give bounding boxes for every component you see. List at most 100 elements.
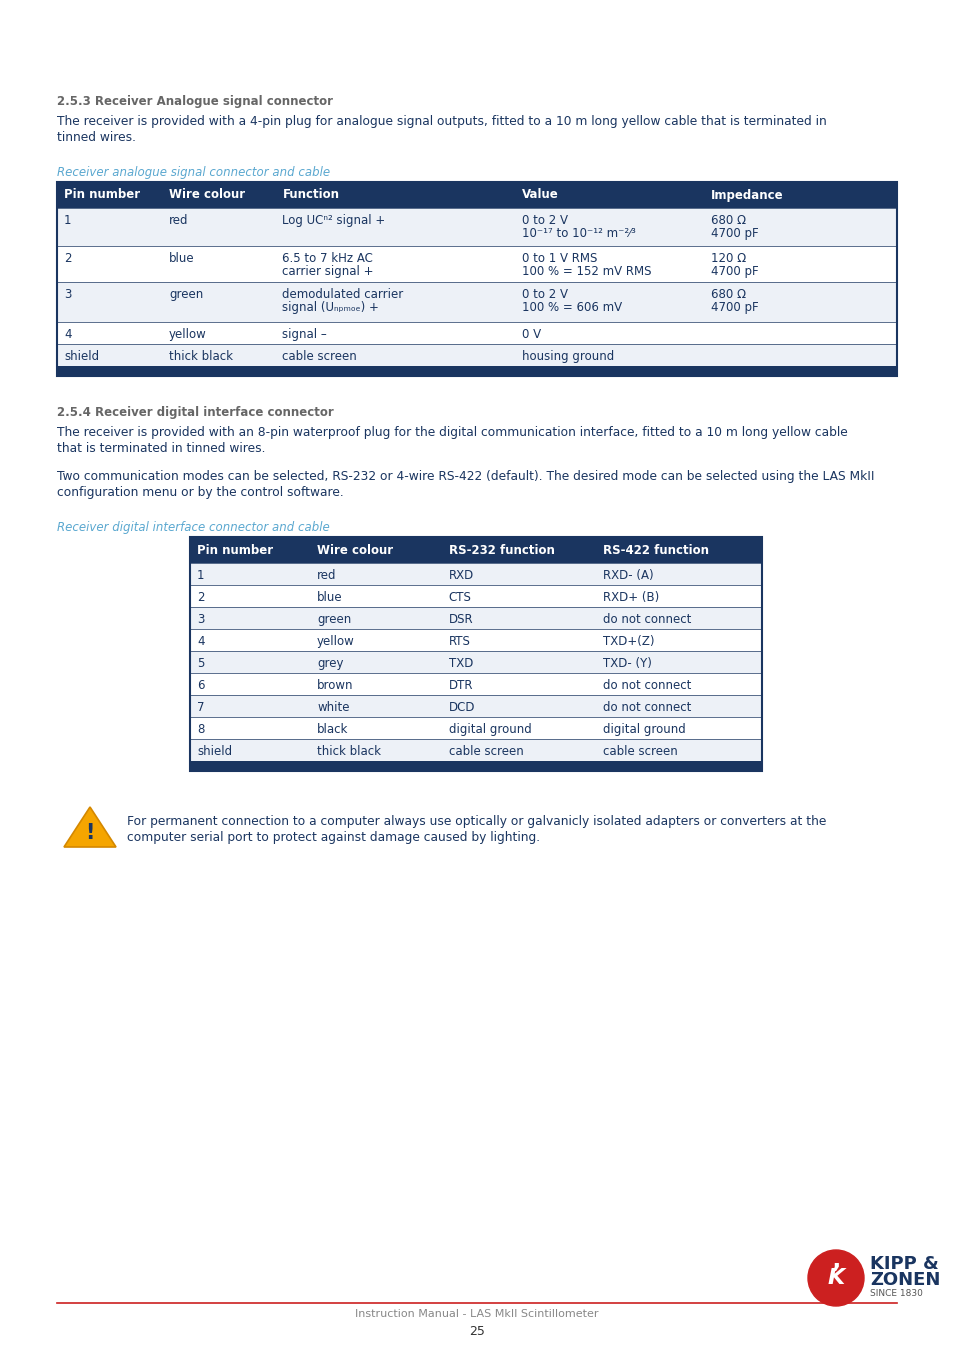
Bar [190,695,761,717]
Bar [190,608,761,629]
Bar [57,344,896,366]
Text: signal –: signal – [282,328,327,342]
Text: 0 to 1 V RMS: 0 to 1 V RMS [521,252,597,265]
Text: cable screen: cable screen [602,745,678,757]
Text: SINCE 1830: SINCE 1830 [869,1289,922,1299]
Text: red: red [316,568,336,582]
Text: 0 to 2 V: 0 to 2 V [521,215,567,227]
Text: TXD: TXD [448,657,473,670]
Text: digital ground: digital ground [602,724,685,736]
Text: 4700 pF: 4700 pF [710,301,758,315]
Text: The receiver is provided with an 8-pin waterproof plug for the digital communica: The receiver is provided with an 8-pin w… [57,427,847,439]
Text: 4700 pF: 4700 pF [710,227,758,240]
Text: configuration menu or by the control software.: configuration menu or by the control sof… [57,486,343,500]
Text: 5: 5 [196,657,204,670]
Text: cable screen: cable screen [282,350,356,363]
Polygon shape [64,807,116,846]
Text: RXD- (A): RXD- (A) [602,568,653,582]
Bar [190,537,761,563]
Bar [57,246,896,282]
Text: 2.5.3 Receiver Analogue signal connector: 2.5.3 Receiver Analogue signal connector [57,95,333,108]
Text: 1: 1 [64,215,71,227]
Text: 1: 1 [196,568,204,582]
Text: 2: 2 [196,591,204,603]
Text: white: white [316,701,349,714]
Text: tinned wires.: tinned wires. [57,131,136,144]
Text: grey: grey [316,657,343,670]
Text: demodulated carrier: demodulated carrier [282,288,403,301]
Text: 10⁻¹⁷ to 10⁻¹² m⁻²⁄³: 10⁻¹⁷ to 10⁻¹² m⁻²⁄³ [521,227,635,240]
Text: RTS: RTS [448,634,470,648]
Text: 100 % = 152 mV RMS: 100 % = 152 mV RMS [521,265,651,278]
Text: red: red [169,215,189,227]
Text: !: ! [85,824,94,842]
Text: Wire colour: Wire colour [316,544,393,556]
Text: ZONEN: ZONEN [869,1270,940,1289]
Text: yellow: yellow [169,328,207,342]
Text: 4: 4 [196,634,204,648]
Text: For permanent connection to a computer always use optically or galvanicly isolat: For permanent connection to a computer a… [127,815,825,828]
Text: signal (Uₙₚₘₒₑ) +: signal (Uₙₚₘₒₑ) + [282,301,379,315]
Text: 8: 8 [196,724,204,736]
Text: 680 Ω: 680 Ω [710,215,745,227]
Text: RS-422 function: RS-422 function [602,544,708,556]
Text: thick black: thick black [316,745,380,757]
Text: shield: shield [64,350,99,363]
Text: Instruction Manual - LAS MkII Scintillometer: Instruction Manual - LAS MkII Scintillom… [355,1310,598,1319]
Text: DSR: DSR [448,613,473,626]
Text: that is terminated in tinned wires.: that is terminated in tinned wires. [57,441,265,455]
Text: 0 to 2 V: 0 to 2 V [521,288,567,301]
Text: cable screen: cable screen [448,745,523,757]
Text: yellow: yellow [316,634,355,648]
Text: 3: 3 [196,613,204,626]
Text: Receiver analogue signal connector and cable: Receiver analogue signal connector and c… [57,166,330,180]
Bar [190,761,761,771]
Bar [57,182,896,377]
Text: computer serial port to protect against damage caused by lighting.: computer serial port to protect against … [127,832,539,844]
Text: Value: Value [521,189,558,201]
Text: do not connect: do not connect [602,679,691,693]
Bar [190,717,761,738]
Bar [57,208,896,246]
Bar [190,738,761,761]
Text: Wire colour: Wire colour [169,189,245,201]
Text: K: K [826,1268,843,1288]
Bar [57,282,896,323]
Text: digital ground: digital ground [448,724,531,736]
Bar [57,182,896,208]
Text: thick black: thick black [169,350,233,363]
Text: Function: Function [282,189,339,201]
Text: brown: brown [316,679,354,693]
Text: do not connect: do not connect [602,613,691,626]
Text: blue: blue [316,591,342,603]
Text: Pin number: Pin number [64,189,140,201]
Text: 6.5 to 7 kHz AC: 6.5 to 7 kHz AC [282,252,373,265]
Text: blue: blue [169,252,194,265]
Bar [190,674,761,695]
Text: 680 Ω: 680 Ω [710,288,745,301]
Text: KIPP &: KIPP & [869,1256,938,1273]
Text: 7: 7 [196,701,204,714]
Circle shape [807,1250,863,1305]
Text: green: green [316,613,351,626]
Text: 120 Ω: 120 Ω [710,252,745,265]
Text: Pin number: Pin number [196,544,273,556]
Text: 2: 2 [64,252,71,265]
Text: TXD- (Y): TXD- (Y) [602,657,651,670]
Text: 100 % = 606 mV: 100 % = 606 mV [521,301,621,315]
Text: RS-232 function: RS-232 function [448,544,554,556]
Text: carrier signal +: carrier signal + [282,265,374,278]
Text: 25: 25 [469,1324,484,1338]
Bar [57,323,896,344]
Text: TXD+(Z): TXD+(Z) [602,634,654,648]
Text: do not connect: do not connect [602,701,691,714]
Bar [190,585,761,608]
Bar [57,366,896,377]
Text: shield: shield [196,745,232,757]
Text: RXD+ (B): RXD+ (B) [602,591,659,603]
Bar [190,537,761,771]
Text: black: black [316,724,348,736]
Text: 4700 pF: 4700 pF [710,265,758,278]
Text: DTR: DTR [448,679,473,693]
Text: Receiver digital interface connector and cable: Receiver digital interface connector and… [57,521,330,535]
